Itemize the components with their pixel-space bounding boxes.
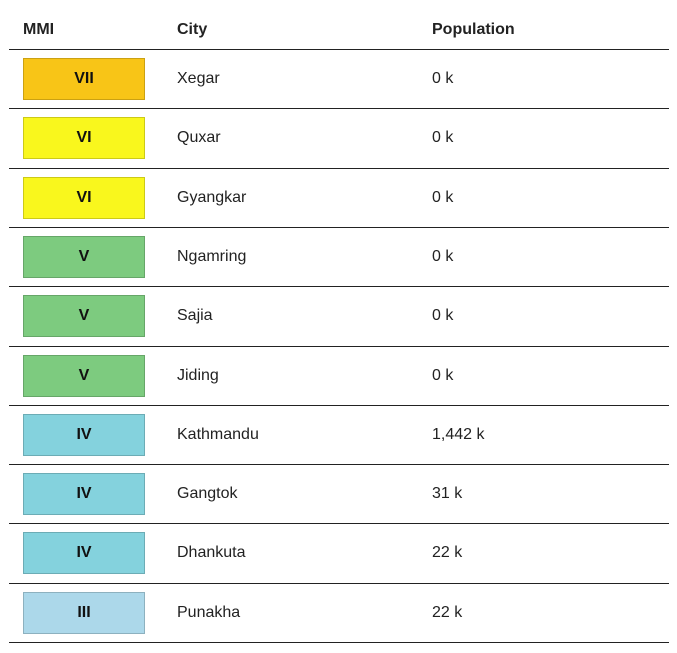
city-name: Punakha [177,603,241,621]
row-rule [9,464,669,465]
population: 0 k [432,70,454,87]
mmi-badge: V [23,295,145,338]
mmi-badge: V [23,354,145,397]
population: 0 k [432,247,454,265]
mmi-badge: VI [23,117,145,160]
city-name: Gyangkar [177,188,247,206]
row-rule [9,583,669,584]
mmi-badge: VII [23,58,145,100]
city-name: Sajia [177,307,213,325]
city-name: Gangtok [177,485,238,503]
mmi-badge: VI [23,176,145,219]
row-rule [9,108,669,109]
population: 22 k [432,544,463,562]
mmi-badge: IV [23,532,145,575]
header-rule [9,49,669,50]
population: 0 k [432,307,454,325]
city-name: Kathmandu [177,425,259,443]
mmi-badge: IV [23,413,145,456]
row-rule [9,227,669,228]
city-name: Xegar [177,70,220,87]
population: 0 k [432,129,454,147]
population: 0 k [432,188,454,206]
row-rule [9,346,669,347]
row-rule [9,168,669,169]
column-header: Population [432,21,515,38]
row-rule [9,405,669,406]
population: 0 k [432,366,454,384]
row-rule [9,523,669,524]
mmi-badge: IV [23,473,145,516]
city-name: Quxar [177,129,221,147]
city-name: Jiding [177,366,219,384]
city-name: Dhankuta [177,544,246,562]
mmi-badge: V [23,235,145,278]
column-header: City [177,21,208,38]
mmi-badge: III [23,591,145,634]
row-rule [9,286,669,287]
population: 1,442 k [432,425,485,443]
column-header: MMI [23,21,55,38]
row-rule [9,642,669,643]
population: 22 k [432,603,463,621]
city-name: Ngamring [177,247,247,265]
population: 31 k [432,485,463,503]
